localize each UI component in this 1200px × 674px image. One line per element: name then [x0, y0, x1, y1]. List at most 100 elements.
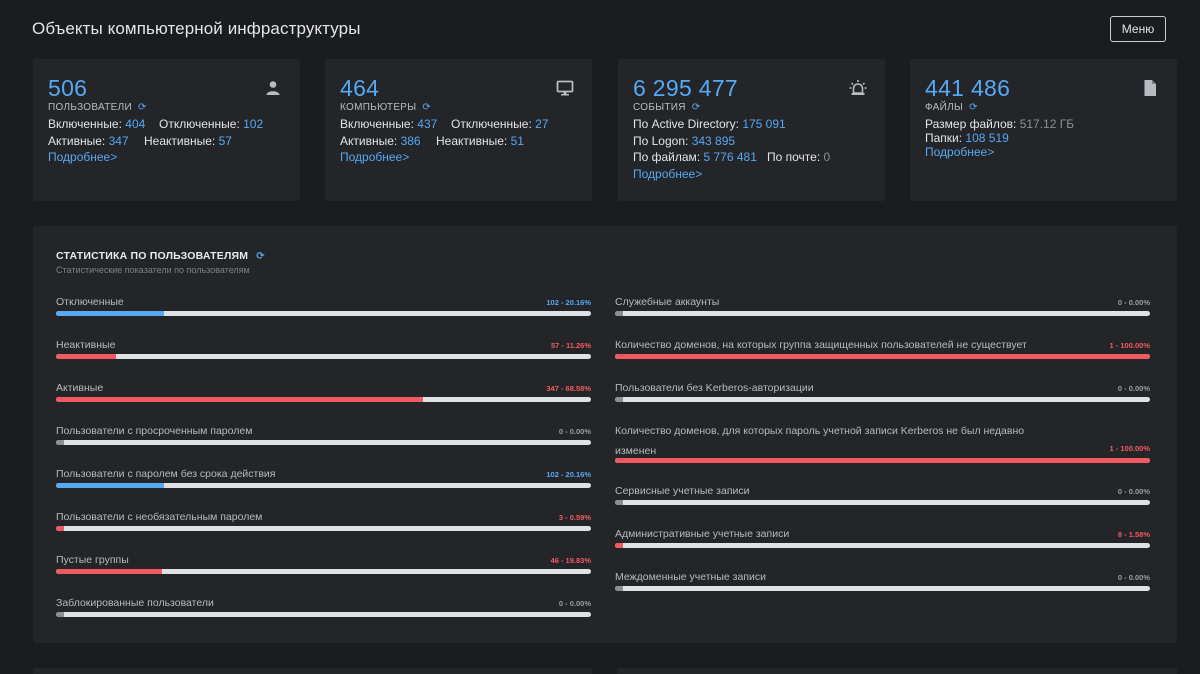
- stat-label: Неактивные: [56, 339, 116, 351]
- stat-value: 347 - 68.58%: [546, 384, 591, 393]
- stat-row: Отключенные 102 - 20.16%: [56, 294, 591, 316]
- stat-progress-fill: [56, 354, 117, 359]
- events-caption: СОБЫТИЯ ⟳: [633, 102, 701, 113]
- stat-progress-bar: [56, 526, 591, 531]
- stat-progress-bar: [56, 612, 591, 617]
- stat-value: 46 - 19.83%: [550, 556, 591, 565]
- stat-value: 1 - 100.00%: [1109, 444, 1150, 453]
- stat-value: 8 - 1.58%: [1117, 530, 1150, 539]
- stat-label: Служебные аккаунты: [615, 296, 720, 308]
- stat-row: Пользователи без Kerberos-авторизации 0 -…: [615, 380, 1150, 402]
- monitor-icon: [556, 80, 574, 96]
- next-panel-left: [33, 668, 592, 674]
- computers-details: Включенные: 437 Отключенные: 27 Активные…: [340, 117, 549, 164]
- refresh-icon[interactable]: ⟳: [256, 250, 265, 262]
- stat-label: Количество доменов, для которых пароль у…: [615, 425, 1025, 437]
- users-card: 506 ПОЛЬЗОВАТЕЛИ ⟳ Включенные: 404 Отклю…: [33, 59, 300, 201]
- stat-label: Междоменные учетные записи: [615, 571, 766, 583]
- events-details: По Active Directory: 175 091 По Logon: 3…: [633, 117, 831, 181]
- stat-label: Активные: [56, 382, 104, 394]
- users-total: 506: [48, 75, 88, 101]
- stat-progress-bar: [615, 354, 1150, 359]
- stat-progress-bar: [615, 397, 1150, 402]
- stat-label-continued: изменен: [615, 445, 657, 457]
- stat-progress-fill: [615, 458, 1150, 463]
- user-icon: [266, 81, 280, 95]
- refresh-icon[interactable]: ⟳: [422, 102, 432, 113]
- stat-progress-fill: [56, 397, 423, 402]
- stat-value: 0 - 0.00%: [1117, 298, 1150, 307]
- refresh-icon[interactable]: ⟳: [137, 102, 147, 113]
- stat-label: Пустые группы: [56, 554, 129, 566]
- stat-label: Пользователи с паролем без срока действи…: [56, 468, 276, 480]
- stat-label: Пользователи с необязательным паролем: [56, 511, 263, 523]
- stat-label: Заблокированные пользователи: [56, 597, 214, 609]
- siren-icon: [849, 80, 867, 95]
- refresh-icon[interactable]: ⟳: [969, 102, 978, 113]
- stat-label: Отключенные: [56, 296, 124, 308]
- top-bar: Объекты компьютерной инфраструктуры Меню: [0, 0, 1200, 58]
- stat-row: Пустые группы 46 - 19.83%: [56, 552, 591, 574]
- stat-label: Сервисные учетные записи: [615, 485, 750, 497]
- stat-value: 57 - 11.26%: [550, 341, 591, 350]
- stats-title: СТАТИСТИКА ПО ПОЛЬЗОВАТЕЛЯМ ⟳: [56, 250, 265, 262]
- stat-progress-bar: [615, 311, 1150, 316]
- stat-progress-fill: [615, 543, 624, 548]
- stat-progress-bar: [56, 483, 591, 488]
- computers-caption: КОМПЬЮТЕРЫ ⟳: [340, 102, 432, 113]
- stat-progress-fill: [56, 311, 164, 316]
- stat-progress-fill: [56, 526, 64, 531]
- stat-row: Активные 347 - 68.58%: [56, 380, 591, 402]
- stat-value: 1 - 100.00%: [1109, 341, 1150, 350]
- stat-progress-bar: [56, 440, 591, 445]
- users-caption: ПОЛЬЗОВАТЕЛИ ⟳: [48, 102, 147, 113]
- stat-row: Неактивные 57 - 11.26%: [56, 337, 591, 359]
- stat-row: Количество доменов, на которых группа за…: [615, 337, 1150, 359]
- stat-value: 0 - 0.00%: [558, 427, 591, 436]
- stat-row: Пользователи с просроченным паролем 0 - 0…: [56, 423, 591, 445]
- events-card: 6 295 477 СОБЫТИЯ ⟳ По Active Directory:…: [618, 59, 885, 201]
- files-more-link[interactable]: Подробнее>: [925, 145, 995, 159]
- stat-progress-bar: [56, 311, 591, 316]
- stat-progress-fill: [56, 483, 164, 488]
- stat-row: Заблокированные пользователи 0 - 0.00%: [56, 595, 591, 617]
- stat-row: Служебные аккаунты 0 - 0.00%: [615, 294, 1150, 316]
- stat-row: Пользователи с паролем без срока действи…: [56, 466, 591, 488]
- stats-subtitle: Статистические показатели по пользовател…: [56, 265, 250, 275]
- stat-value: 0 - 0.00%: [1117, 384, 1150, 393]
- stat-value: 0 - 0.00%: [1117, 487, 1150, 496]
- files-caption: ФАЙЛЫ ⟳: [925, 102, 978, 113]
- stat-progress-fill: [615, 500, 623, 505]
- computers-card: 464 КОМПЬЮТЕРЫ ⟳ Включенные: 437 Отключе…: [325, 59, 592, 201]
- stat-progress-bar: [56, 569, 591, 574]
- stat-progress-fill: [615, 586, 623, 591]
- menu-button[interactable]: Меню: [1110, 16, 1166, 42]
- stat-progress-bar: [615, 586, 1150, 591]
- stat-value: 3 - 0.59%: [558, 513, 591, 522]
- stat-progress-fill: [615, 354, 1150, 359]
- stat-label: Количество доменов, на которых группа за…: [615, 339, 1027, 351]
- stat-progress-fill: [615, 397, 623, 402]
- users-more-link[interactable]: Подробнее>: [48, 150, 118, 164]
- stat-row: Количество доменов, для которых пароль у…: [615, 423, 1150, 463]
- stat-progress-fill: [56, 612, 64, 617]
- computers-more-link[interactable]: Подробнее>: [340, 150, 410, 164]
- stat-progress-bar: [615, 500, 1150, 505]
- users-details: Включенные: 404 Отключенные: 102 Активны…: [48, 117, 264, 164]
- stat-value: 102 - 20.16%: [546, 298, 591, 307]
- stat-progress-fill: [56, 440, 64, 445]
- events-total: 6 295 477: [633, 75, 739, 101]
- events-more-link[interactable]: Подробнее>: [633, 166, 703, 181]
- stat-label: Пользователи без Kerberos-авторизации: [615, 382, 814, 394]
- refresh-icon[interactable]: ⟳: [691, 102, 701, 113]
- stat-value: 0 - 0.00%: [558, 599, 591, 608]
- stat-row: Сервисные учетные записи 0 - 0.00%: [615, 483, 1150, 505]
- user-statistics-panel: СТАТИСТИКА ПО ПОЛЬЗОВАТЕЛЯМ ⟳ Статистиче…: [33, 226, 1177, 643]
- stat-progress-fill: [56, 569, 163, 574]
- next-panel-right: [617, 668, 1177, 674]
- computers-total: 464: [340, 75, 380, 101]
- stat-label: Пользователи с просроченным паролем: [56, 425, 253, 437]
- stat-label: Административные учетные записи: [615, 528, 790, 540]
- stat-value: 102 - 20.16%: [546, 470, 591, 479]
- stat-progress-fill: [615, 311, 623, 316]
